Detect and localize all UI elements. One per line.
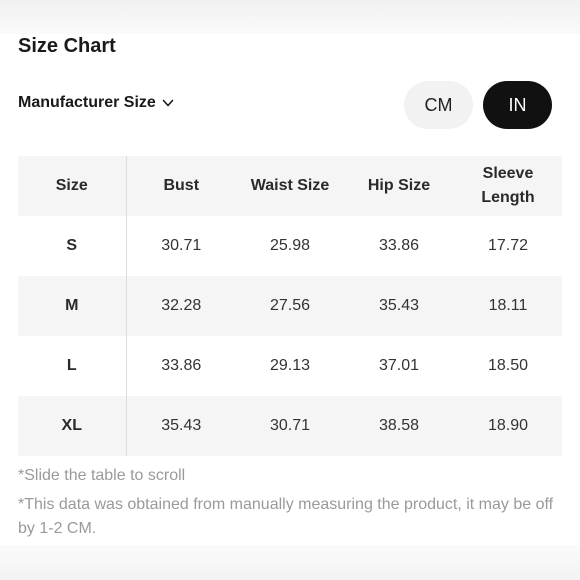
scroll-hint: *Slide the table to scroll <box>18 467 186 484</box>
hip-cell: 37.01 <box>378 357 420 374</box>
sleeve-cell: 18.50 <box>487 357 529 374</box>
size-cell: S <box>18 216 127 276</box>
column-header-sleeve-label: Sleeve Length <box>481 165 535 206</box>
hip-cell: 35.43 <box>344 276 454 336</box>
waist-cell: 30.71 <box>236 396 344 456</box>
table-row: M 32.28 27.56 35.43 18.11 <box>18 276 562 336</box>
sleeve-cell: 18.90 <box>454 396 562 456</box>
size-cell: L <box>18 336 127 396</box>
unit-toggle: CM IN <box>404 81 552 129</box>
bottom-fade <box>0 545 580 580</box>
size-chart-table[interactable]: Size Bust Waist Size Hip Size Sleeve Len… <box>18 156 563 456</box>
unit-in-button[interactable]: IN <box>483 81 552 129</box>
sleeve-cell: 18.11 <box>454 276 562 336</box>
page-title: Size Chart <box>18 35 116 57</box>
waist-cell: 27.56 <box>236 276 344 336</box>
table-row: L 33.86 29.13 37.01 18.50 <box>18 336 562 396</box>
table-row: S 30.71 25.98 33.86 17.72 <box>18 216 562 276</box>
column-header-bust: Bust <box>126 156 236 216</box>
bust-cell: 33.86 <box>161 357 202 374</box>
column-header-hip: Hip Size <box>344 156 454 216</box>
column-header-waist: Waist Size <box>236 156 344 216</box>
hip-cell: 38.58 <box>344 396 454 456</box>
measurement-disclaimer: *This data was obtained from manually me… <box>18 496 554 537</box>
column-header-sleeve: Sleeve Length <box>454 156 562 216</box>
sleeve-cell: 17.72 <box>487 237 529 254</box>
bust-cell: 35.43 <box>126 396 236 456</box>
column-header-size: Size <box>18 156 127 216</box>
size-cell: XL <box>18 396 127 456</box>
bust-cell: 32.28 <box>126 276 236 336</box>
unit-cm-button[interactable]: CM <box>404 81 473 129</box>
manufacturer-size-dropdown[interactable]: Manufacturer Size <box>18 94 174 112</box>
manufacturer-size-label: Manufacturer Size <box>18 94 156 111</box>
top-fade <box>0 0 580 34</box>
bust-cell: 30.71 <box>161 237 202 254</box>
chevron-down-icon <box>162 99 174 107</box>
waist-cell: 29.13 <box>269 357 311 374</box>
hip-cell: 33.86 <box>378 237 420 254</box>
waist-cell: 25.98 <box>269 237 311 254</box>
table-header-row: Size Bust Waist Size Hip Size Sleeve Len… <box>18 156 562 216</box>
table-row: XL 35.43 30.71 38.58 18.90 <box>18 396 562 456</box>
size-cell: M <box>18 276 127 336</box>
